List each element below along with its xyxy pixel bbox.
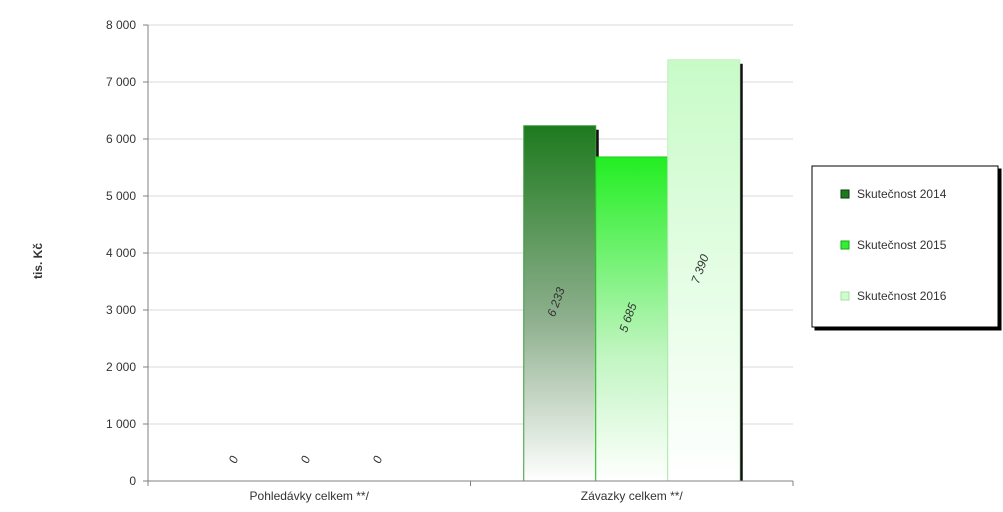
y-tick-label: 3 000 [106, 303, 136, 317]
y-tick-label: 5 000 [106, 189, 136, 203]
y-axis: 0 1 000 2 000 3 000 4 000 5 000 6 000 7 000 8 00… [106, 18, 149, 488]
y-axis-title: tis. Kč [31, 243, 45, 279]
gridlines [148, 24, 793, 425]
y-tick-label: 8 000 [106, 18, 136, 32]
legend-swatch [840, 291, 850, 301]
legend-swatch [840, 189, 850, 199]
legend-label: Skutečnost 2015 [857, 238, 947, 252]
legend-swatch [840, 240, 850, 250]
data-label: 0 [370, 454, 386, 465]
y-tick-label: 2 000 [106, 360, 136, 374]
y-tick-label: 4 000 [106, 246, 136, 260]
data-label: 0 [298, 454, 314, 465]
y-tick-label: 7 000 [106, 75, 136, 89]
legend: Skutečnost 2014 Skutečnost 2015 Skutečnost… [811, 165, 999, 328]
x-axis: Pohledávky celkem **/ Závazky celkem **/ [147, 480, 794, 503]
data-label: 0 [226, 454, 242, 465]
bar-edge [739, 63, 743, 482]
x-tick-label: Pohledávky celkem **/ [250, 489, 370, 503]
y-tick-label: 0 [129, 474, 136, 488]
legend-label: Skutečnost 2016 [857, 289, 947, 303]
y-tick-label: 1 000 [106, 417, 136, 431]
y-tick-label: 6 000 [106, 132, 136, 146]
x-tick-label: Závazky celkem **/ [581, 489, 684, 503]
legend-label: Skutečnost 2014 [857, 187, 947, 201]
bar [667, 59, 741, 482]
